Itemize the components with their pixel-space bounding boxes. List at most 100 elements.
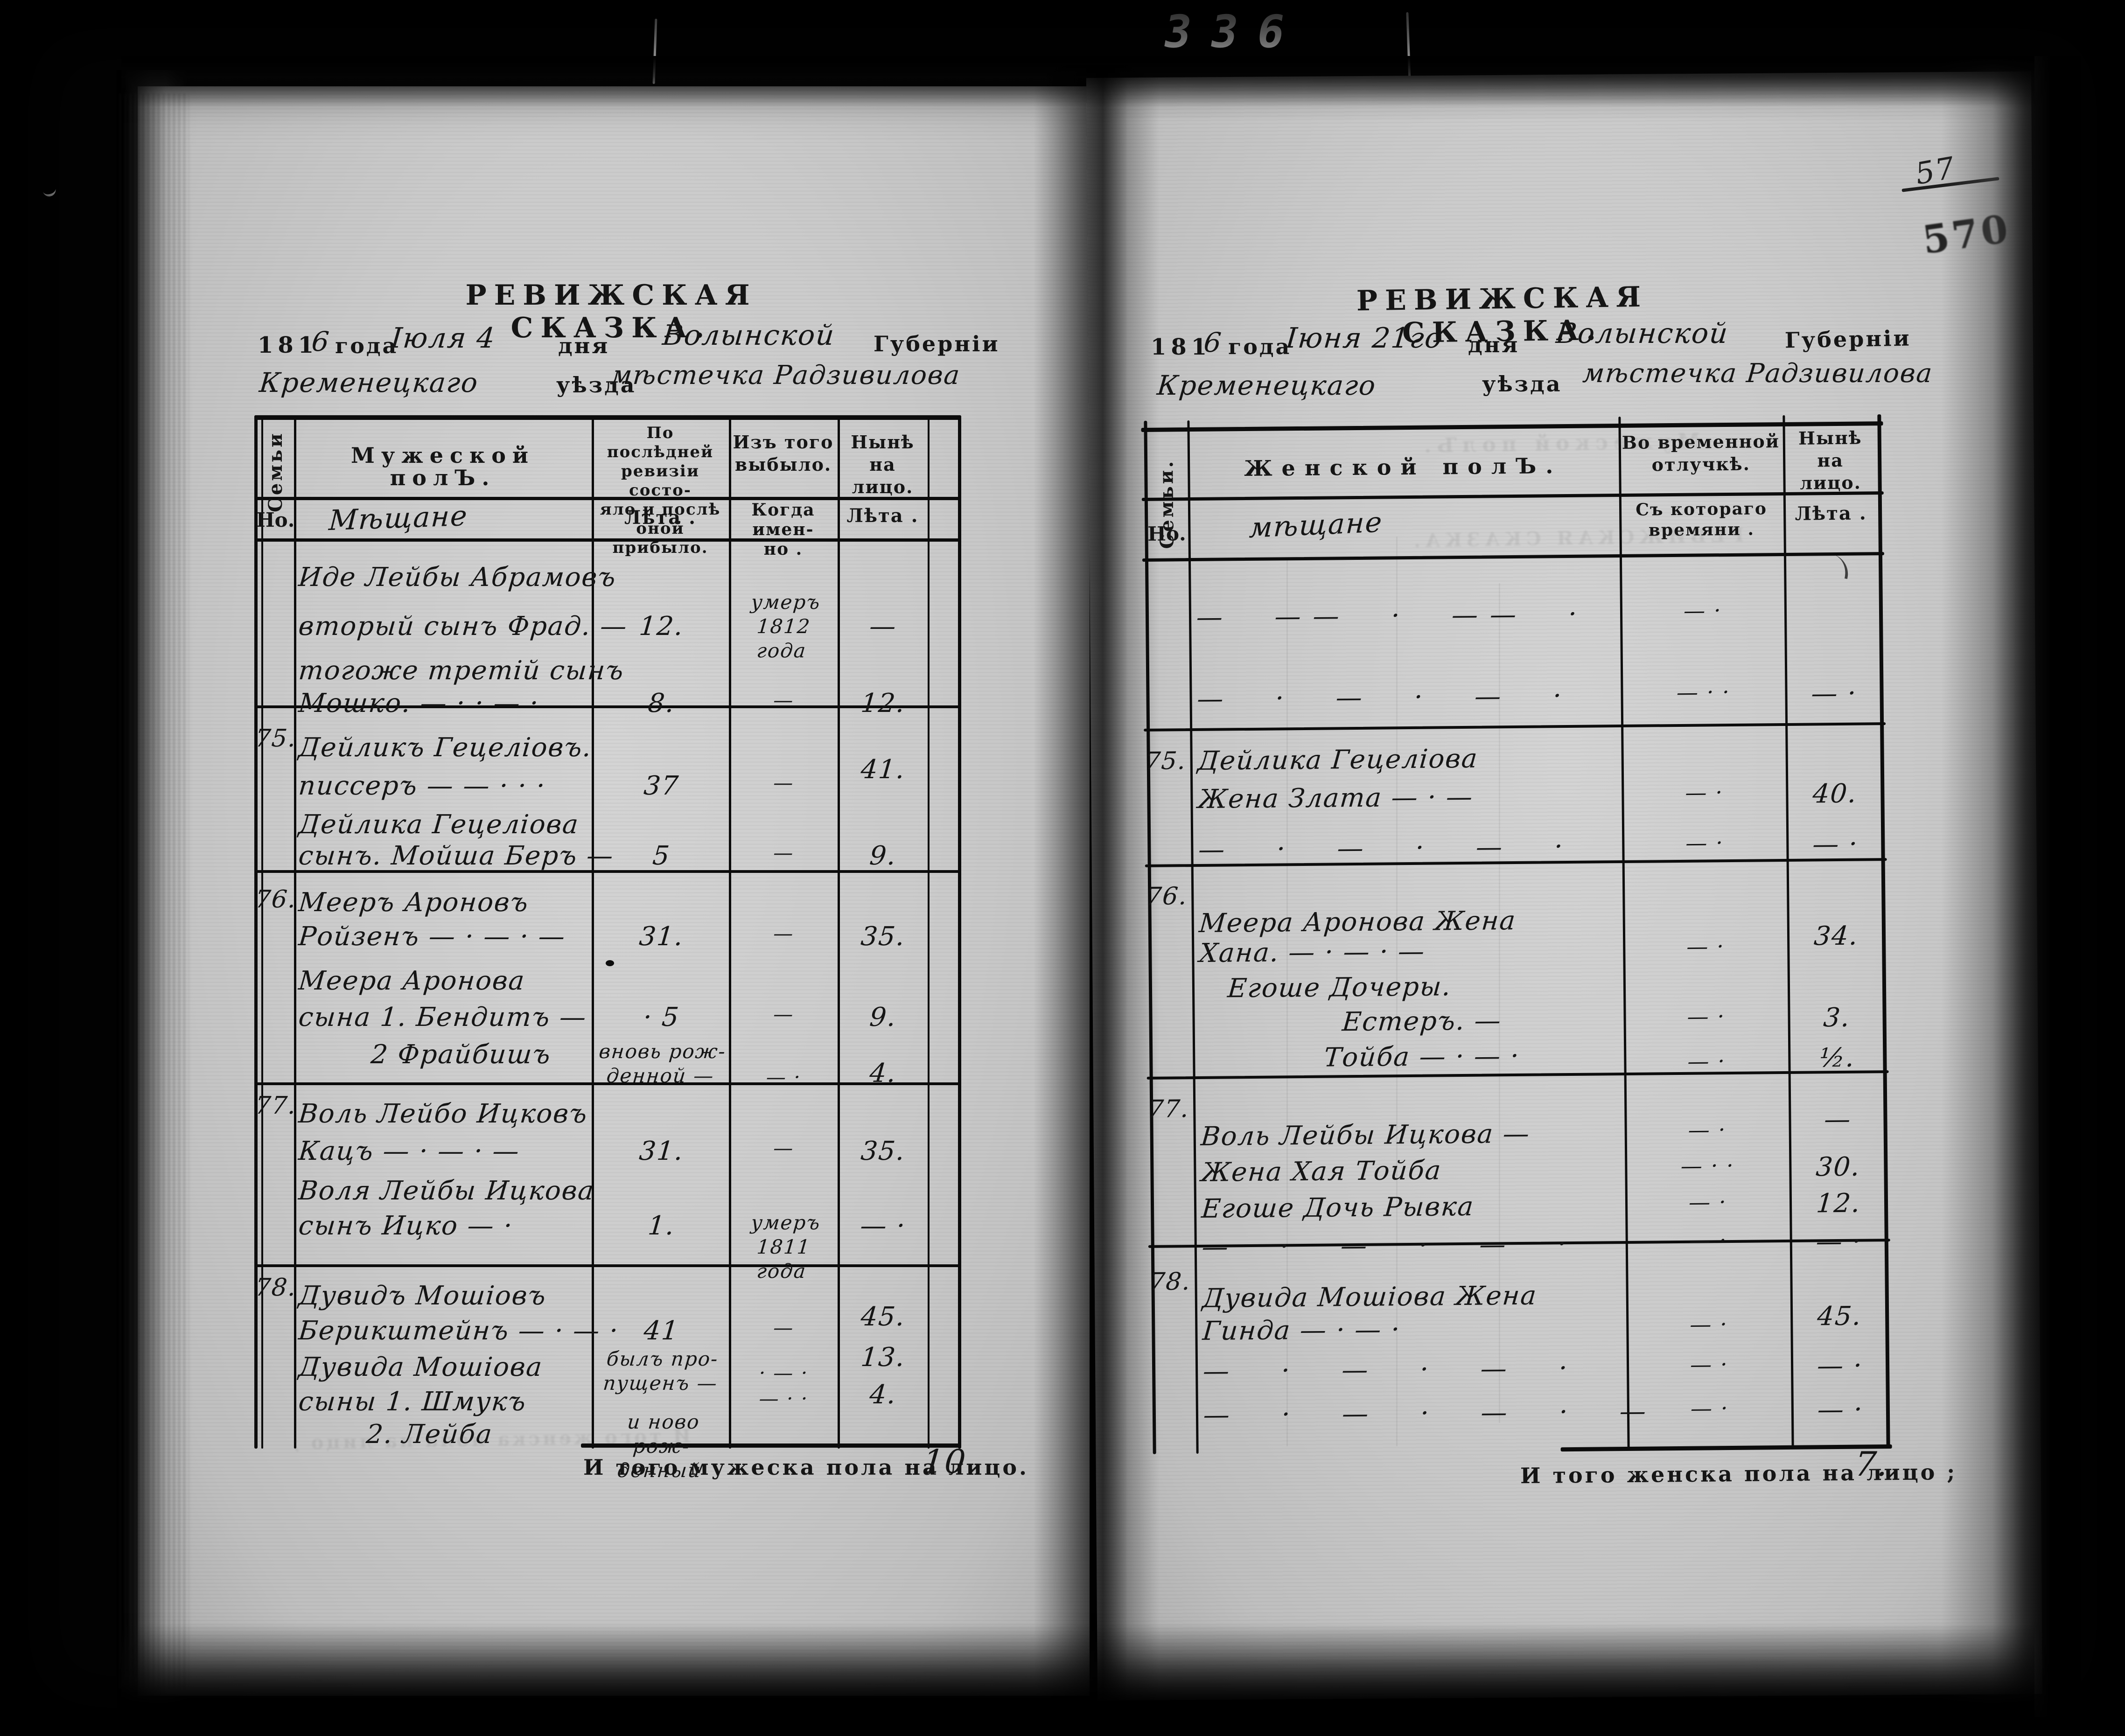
date-hand: Іюня 21го (1284, 322, 1444, 355)
age-now: 45. (860, 1302, 907, 1332)
away-note: — · (1686, 1048, 1727, 1074)
entry-name: Жена Хая Тойба (1200, 1155, 1443, 1188)
entry-name: Егоше Дочеры. (1226, 971, 1453, 1004)
rule (958, 415, 961, 1449)
rule (254, 1082, 961, 1085)
rule (254, 1264, 961, 1267)
table-line: сынъ. Мойша Беръ — 5 — 9. (254, 841, 961, 884)
table-line: 2 Фрайбишъ вновь рож- денной — — · 4. (254, 1039, 961, 1088)
right-footer-label: И того женска пола на лицо ; (1520, 1459, 1957, 1489)
away-note: — · (1690, 1395, 1730, 1421)
table-line: Жена Злата — · — — · 40. (1144, 778, 1887, 828)
ink-flourish (1817, 551, 1852, 579)
page-crease (1396, 537, 1398, 1446)
table-line: Мошко. — · · — · 8. — 12. (254, 688, 961, 731)
column-now: Нынѣ на лицо. (851, 432, 915, 497)
entry-name: сынъ. Мойша Беръ — (297, 841, 615, 871)
column-no: Но. (256, 509, 295, 531)
entry-name: сыны 1. Шмукъ (297, 1387, 528, 1417)
rule (294, 415, 296, 1449)
table-line: вторый сынъ Фрад. — 12. умеръ 1812 года — (254, 591, 961, 662)
word-dnya: дня (1468, 332, 1520, 357)
table-line: Воль Лейбо Ицковъ (254, 1099, 961, 1142)
table-line: Иде Лейбы Абрамовъ (254, 562, 961, 605)
away-note: — · (1689, 1311, 1729, 1337)
dash-entry: — · — · — · (1197, 831, 1576, 865)
entry-name: 2 Фрайбишъ (370, 1039, 552, 1070)
year-hand: 6 (1202, 327, 1223, 358)
departed-note: — · (765, 1066, 803, 1088)
page-crease (1286, 560, 1288, 1446)
entry-name: Воль Лейбы Ицкова — (1200, 1118, 1531, 1152)
rule (928, 415, 930, 1449)
left-footer-total: 10. (921, 1443, 979, 1481)
entry-name: Дувидъ Мошіовъ (297, 1281, 548, 1311)
film-tick (1406, 12, 1411, 83)
word-goda: года (1228, 334, 1292, 359)
age-now (1789, 596, 1878, 597)
entry-name: Жена Злата — · — (1196, 781, 1475, 815)
year-hand: 6 (310, 326, 331, 357)
rule (592, 415, 594, 1449)
rule (254, 538, 961, 542)
age-now: 41. (860, 754, 907, 785)
word-gubernii: Губерніи (874, 331, 1000, 356)
word-gubernii: Губерніи (1784, 325, 1912, 353)
word-goda: года (335, 333, 398, 358)
column-family: Семьи (265, 431, 287, 512)
table-line: писсеръ — — · · · 37 — 41. (254, 754, 961, 814)
age-now: 40. (1811, 778, 1859, 809)
entry-name: Дейликъ Гецеліовъ. (297, 732, 594, 763)
table-line: — · — · — · — · · — · (1143, 678, 1886, 727)
age-now: — (1823, 1104, 1853, 1135)
entry-name: Меера Аронова (297, 966, 527, 996)
table-line: сынъ Ицко — · 1. умеръ 1811 года — · (254, 1211, 961, 1283)
departed-note: — (772, 1136, 795, 1159)
rule (581, 1443, 961, 1448)
entry-name: сынъ Ицко — · (297, 1211, 515, 1241)
frame-counter: 336 (1160, 6, 1309, 58)
age-prev: 41 (643, 1316, 680, 1346)
age-now: — · (1811, 829, 1859, 860)
away-note: — · (1685, 934, 1726, 959)
rule (254, 870, 961, 873)
entry-name: сына 1. Бендитъ — (297, 1002, 588, 1032)
table-line: сына 1. Бендитъ — · 5 — 9. (254, 1002, 961, 1045)
word-uezda: уѣзда (556, 372, 636, 397)
rule (838, 415, 840, 1449)
column-male: Мужеской полЪ. (350, 443, 535, 490)
age-prev: 31. (638, 1136, 685, 1166)
entry-name: Воля Лейбы Ицкова (297, 1176, 596, 1206)
away-note: — · (1685, 830, 1725, 856)
table-line: — · — · — · — · — · (1145, 829, 1887, 878)
away-note: — · (1683, 598, 1723, 623)
place-hand: мѣстечка Радзивилова (609, 360, 962, 390)
departed-note: — (772, 1316, 795, 1339)
departed-note: — · · (758, 1387, 810, 1410)
entry-name: Берикштейнъ — · — · (297, 1316, 620, 1346)
departed-note: — (772, 1003, 795, 1025)
entry-name: тогоже третій сынъ (297, 655, 626, 686)
age-prev: 8. (646, 688, 677, 718)
right-table: Семьи. Но. Женской полЪ. мѣщане Во време… (1141, 414, 1892, 1454)
away-note: — · (1689, 1352, 1729, 1377)
uezd-hand: Кременецкаго (258, 367, 480, 398)
entry-name: Кацъ — · — · — (297, 1136, 521, 1166)
rule (729, 415, 731, 1449)
omission-note: былъ про- пущенъ — (602, 1347, 720, 1394)
entry-name: Воль Лейбо Ицковъ (297, 1099, 589, 1129)
entry-name: Дувида Мошіова Жена (1201, 1280, 1538, 1314)
away-note: — · (1686, 1004, 1727, 1029)
dash-entry: — · — · — · (1201, 1228, 1580, 1262)
margin-mark (42, 184, 57, 198)
rule (254, 415, 258, 1449)
age-now: 12. (860, 688, 907, 718)
age-now: 9. (868, 841, 898, 871)
away-note: — · · (1676, 679, 1731, 705)
age-prev: 5 (651, 841, 672, 871)
entry-name: Мошко. — · · — · (297, 688, 541, 718)
away-note: — · (1684, 780, 1725, 805)
age-prev: · 5 (642, 1002, 681, 1032)
entry-name: Ройзенъ — · — · — (297, 921, 567, 952)
